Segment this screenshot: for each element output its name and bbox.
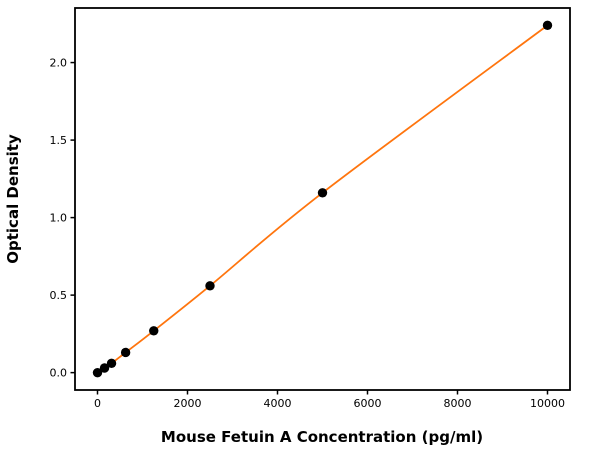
x-tick-label: 2000 (174, 397, 202, 410)
data-point-marker (99, 363, 110, 373)
y-tick-label: 2.0 (50, 57, 68, 70)
data-point-marker (106, 358, 117, 369)
x-axis-label: Mouse Fetuin A Concentration (pg/ml) (161, 428, 483, 446)
x-tick-label: 10000 (530, 397, 565, 410)
y-tick-label: 1.5 (50, 134, 68, 147)
y-tick-label: 1.0 (50, 212, 68, 225)
x-tick-label: 6000 (354, 397, 382, 410)
y-axis-label: Optical Density (4, 134, 22, 264)
plot-area: 0 2000 4000 6000 8000 10000 0.0 0.5 1.0 1.5 2.0 (50, 7, 571, 410)
y-tick-label: 0.5 (50, 289, 68, 302)
x-tick-label: 0 (94, 397, 101, 410)
axes-frame (74, 7, 571, 391)
fit-line (96, 24, 549, 374)
x-tick-label: 8000 (444, 397, 472, 410)
x-tick-label: 4000 (264, 397, 292, 410)
data-point-marker (149, 326, 159, 336)
data-point-marker (205, 281, 215, 291)
data-point-marker (542, 20, 553, 31)
y-tick-label: 0.0 (50, 367, 68, 380)
data-point-marker (317, 188, 328, 198)
data-point-marker (92, 367, 103, 378)
data-point-marker (120, 347, 131, 358)
